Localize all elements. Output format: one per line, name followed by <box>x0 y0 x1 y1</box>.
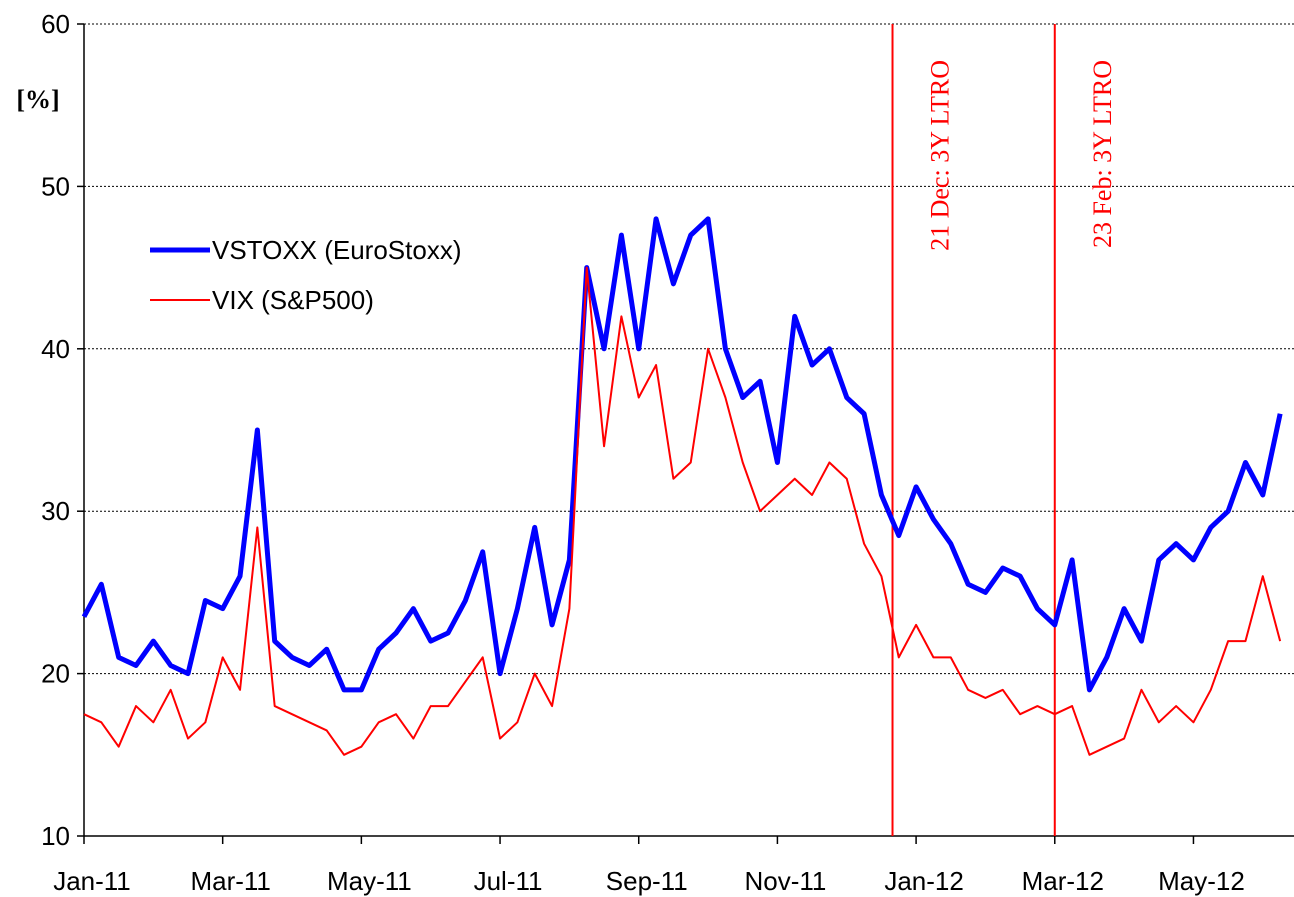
x-tick-label: Mar-11 <box>190 866 270 896</box>
y-tick-label: 50 <box>41 171 70 201</box>
event-label: 21 Dec: 3Y LTRO <box>926 60 955 251</box>
y-tick-label: 10 <box>41 821 70 851</box>
y-tick-label: 20 <box>41 659 70 689</box>
x-tick-label: Nov-11 <box>744 866 826 896</box>
x-tick-label: May-11 <box>327 866 412 896</box>
legend-label: VIX (S&P500) <box>212 285 374 315</box>
y-tick-label: 60 <box>41 9 70 39</box>
y-tick-label: 30 <box>41 496 70 526</box>
x-tick-label: Mar-12 <box>1022 866 1104 896</box>
x-tick-label: Jan-12 <box>884 866 964 896</box>
x-tick-label: Sep-11 <box>606 866 688 896</box>
x-tick-label: Jan-11 <box>53 866 131 896</box>
event-label: 23 Feb: 3Y LTRO <box>1088 60 1117 248</box>
legend-label: VSTOXX (EuroStoxx) <box>212 235 462 265</box>
x-tick-label: Jul-11 <box>474 866 543 896</box>
series-line <box>81 216 1283 693</box>
series-line <box>83 266 1282 756</box>
x-tick-label: May-12 <box>1158 866 1245 896</box>
y-tick-label: 40 <box>41 334 70 364</box>
y-axis-label: [%] <box>16 85 59 114</box>
